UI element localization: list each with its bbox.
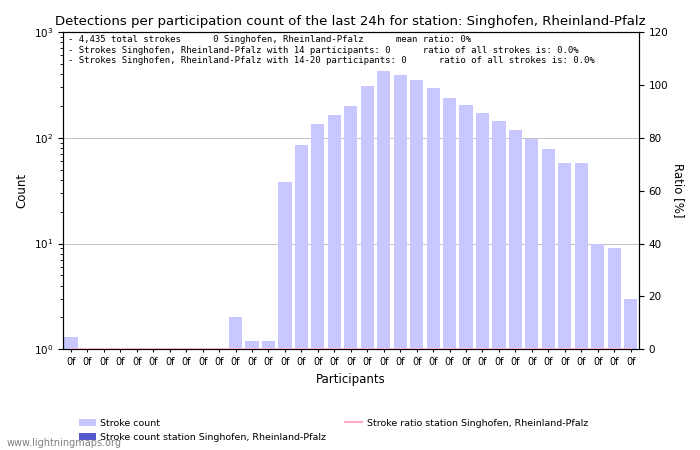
Bar <box>558 163 571 450</box>
Bar <box>608 248 621 450</box>
Bar <box>130 349 143 450</box>
Bar <box>229 317 242 450</box>
Bar <box>410 80 424 450</box>
Bar <box>459 105 473 450</box>
Bar <box>163 349 176 450</box>
Bar <box>591 243 604 450</box>
Bar <box>542 149 555 450</box>
Bar <box>97 349 111 450</box>
Bar <box>360 86 374 450</box>
Bar <box>213 349 225 450</box>
Bar <box>426 88 440 450</box>
Bar <box>147 349 160 450</box>
Bar <box>344 106 358 450</box>
Bar <box>377 71 391 450</box>
Bar <box>393 75 407 450</box>
Text: - 4,435 total strokes      0 Singhofen, Rheinland-Pfalz      mean ratio: 0%
- St: - 4,435 total strokes 0 Singhofen, Rhein… <box>69 35 595 65</box>
Bar <box>295 145 308 450</box>
Bar <box>180 349 193 450</box>
Bar <box>476 113 489 450</box>
Bar <box>279 182 291 450</box>
Bar <box>196 349 209 450</box>
Bar <box>492 121 505 450</box>
Bar <box>113 349 127 450</box>
Legend: Stroke count, Stroke count station Singhofen, Rheinland-Pfalz, Stroke ratio stat: Stroke count, Stroke count station Singh… <box>75 415 592 446</box>
Bar <box>262 341 275 450</box>
Y-axis label: Ratio [%]: Ratio [%] <box>672 163 685 218</box>
Bar <box>624 299 637 450</box>
Bar <box>312 124 324 450</box>
X-axis label: Participants: Participants <box>316 373 386 386</box>
Bar <box>443 99 456 450</box>
Bar <box>246 341 258 450</box>
Bar <box>575 163 588 450</box>
Bar <box>525 139 538 450</box>
Title: Detections per participation count of the last 24h for station: Singhofen, Rhein: Detections per participation count of th… <box>55 15 646 28</box>
Bar <box>328 115 341 450</box>
Bar <box>509 130 522 450</box>
Text: www.lightningmaps.org: www.lightningmaps.org <box>7 438 122 448</box>
Y-axis label: Count: Count <box>15 173 28 208</box>
Bar <box>80 349 94 450</box>
Bar <box>64 337 78 450</box>
